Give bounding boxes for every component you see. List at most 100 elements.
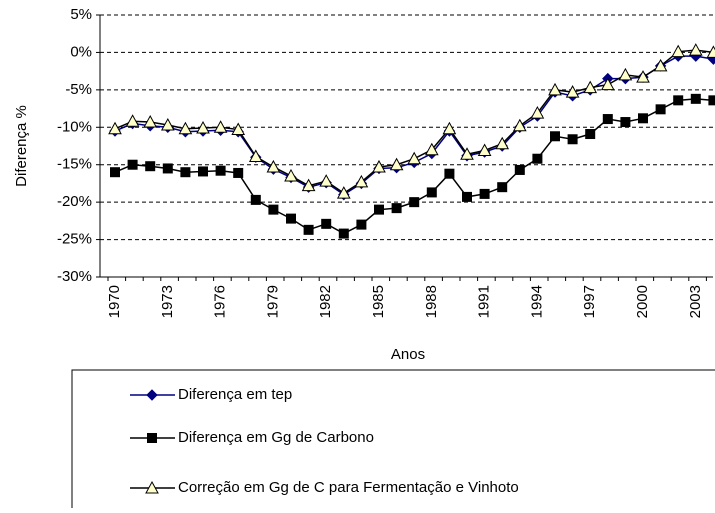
point [690,93,701,104]
point [653,58,668,72]
x-tick-label: 1976 [212,285,229,318]
point [284,168,298,182]
point [550,131,560,142]
y-tick-label: -10% [57,118,92,135]
point [512,118,527,132]
y-tick-label: -5% [65,81,92,98]
point [688,43,703,56]
point [374,204,384,215]
point [442,121,457,135]
x-tick-label: 2000 [634,285,651,318]
point [143,115,158,128]
point [233,167,244,178]
point [583,80,598,94]
point [266,159,281,173]
point [338,228,349,239]
point [497,182,508,193]
x-tick-label: 1979 [264,285,281,318]
point [444,168,455,179]
point [708,95,715,106]
x-tick-label: 1973 [159,285,176,318]
point [215,165,226,176]
point [250,194,261,205]
point [162,163,173,174]
point [567,134,578,145]
point [409,197,420,208]
point [391,203,402,214]
point [671,44,686,58]
x-tick-label: 1994 [528,285,545,318]
point [160,117,175,131]
point [336,186,351,199]
legend-marker [147,433,157,443]
point [636,70,650,83]
point [602,114,613,125]
point [303,224,314,235]
x-tick-label: 1997 [581,285,598,318]
point [354,174,369,188]
legend-marker [145,480,159,494]
legend-label: Diferença em tep [178,386,292,403]
point [479,188,490,199]
point [495,136,510,150]
point [319,174,334,187]
point [565,85,580,98]
point [389,157,404,171]
point [706,45,715,58]
y-tick-label: 0% [70,43,92,60]
y-tick-label: -20% [57,193,92,210]
point [268,204,279,215]
point [618,67,633,81]
point [407,151,422,165]
point [462,191,472,202]
point [213,120,228,133]
point [477,143,492,156]
x-tick-label: 2003 [687,285,704,318]
x-tick-label: 1970 [106,285,123,318]
x-tick-label: 1985 [370,285,387,318]
point [196,120,210,134]
point [198,166,208,177]
point [424,142,439,156]
point [108,121,122,135]
point [180,167,191,178]
point [673,95,684,106]
point [145,161,156,172]
x-axis-title: Anos [391,346,425,363]
point [620,117,631,128]
y-tick-label: -30% [57,268,92,285]
x-tick-label: 1982 [317,285,334,318]
legend-label: Diferença em Gg de Carbono [178,429,374,446]
x-tick-label: 1988 [423,285,440,318]
point [356,219,367,230]
point [178,121,193,135]
point [372,159,386,173]
point [231,122,246,136]
point [248,149,263,162]
point [460,147,474,160]
point [514,164,525,175]
point [286,213,296,224]
point [301,178,316,192]
point [530,106,545,119]
legend-box [71,369,715,513]
point [426,187,437,198]
legend-marker [146,389,158,401]
point [127,159,138,170]
point [321,218,332,229]
y-tick-label: -15% [57,156,92,173]
legend-label: Correção em Gg de C para Fermentação e V… [178,479,519,496]
y-tick-label: 5% [70,6,92,23]
point [600,77,615,91]
y-tick-label: -25% [57,231,92,248]
y-axis-title: Diferença % [13,105,30,187]
point [585,129,596,140]
x-tick-label: 1991 [476,285,493,318]
point [532,153,543,164]
point [125,114,140,127]
point [655,104,666,115]
point [110,167,120,178]
point [638,113,648,124]
point [548,82,562,96]
